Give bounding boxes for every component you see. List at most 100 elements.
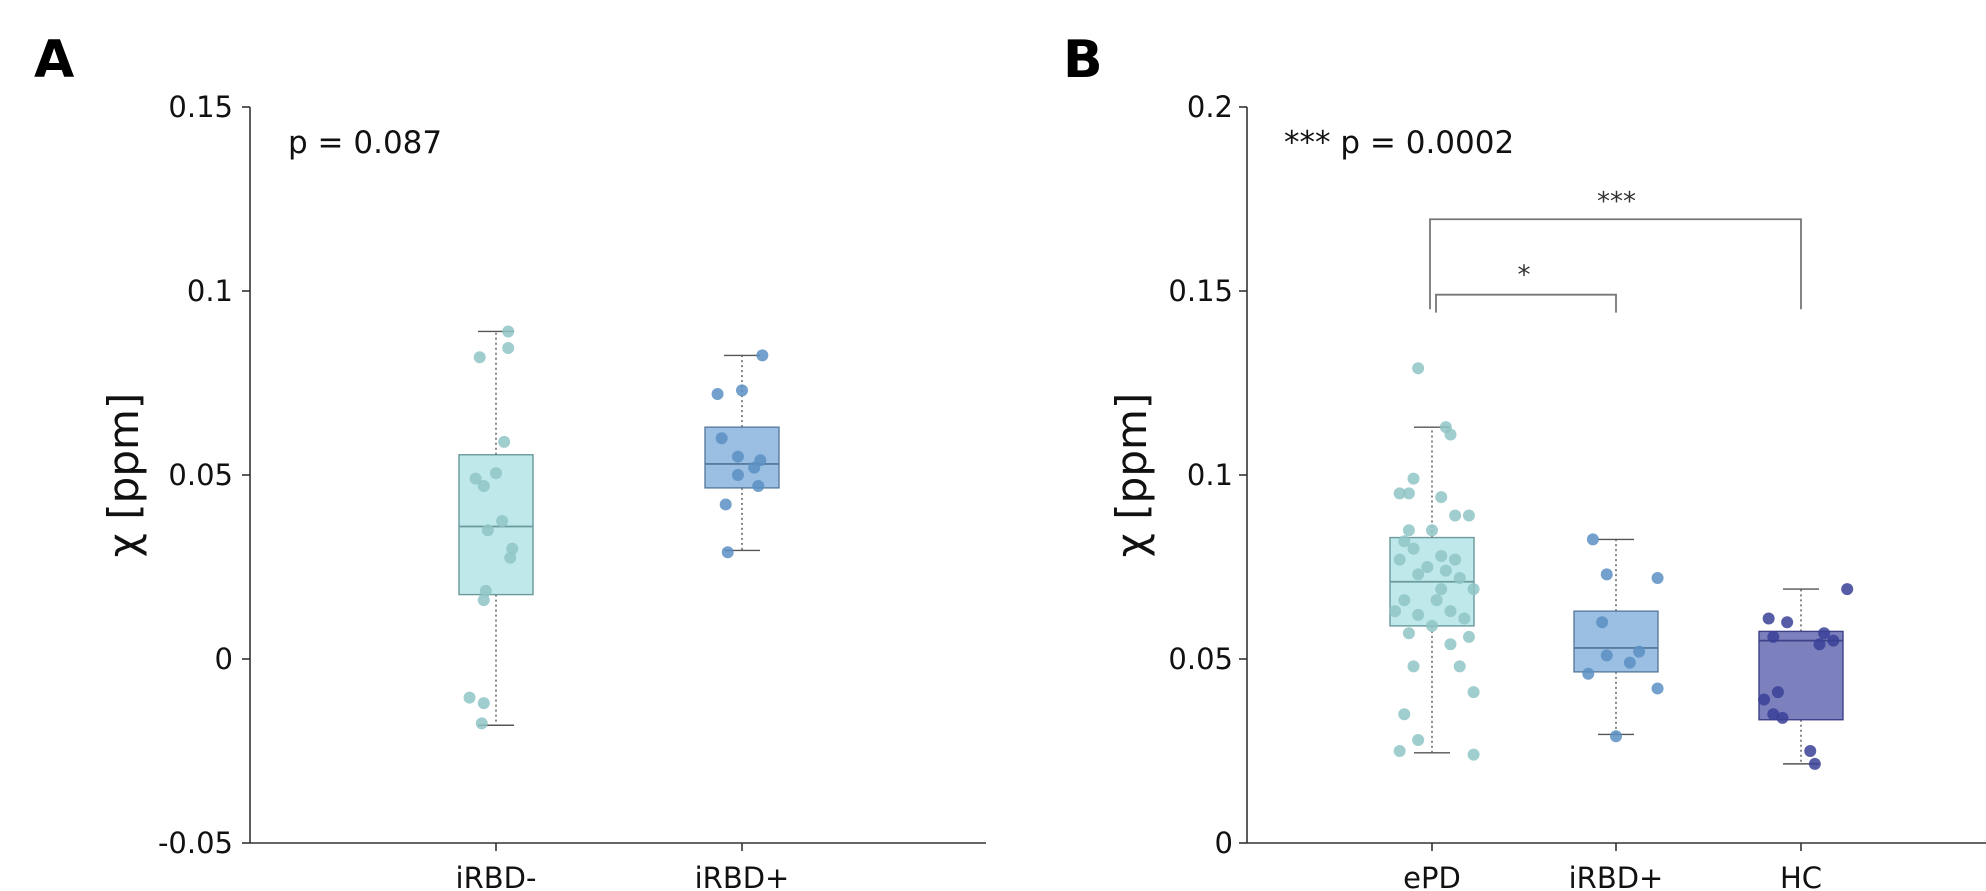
data-point (756, 349, 769, 362)
data-point (1393, 553, 1406, 566)
data-point (490, 467, 502, 480)
data-point (1467, 686, 1480, 699)
data-point (1813, 638, 1826, 651)
data-point (1407, 472, 1420, 485)
data-point (1421, 561, 1434, 573)
data-point (1818, 627, 1831, 640)
data-point (469, 472, 482, 485)
data-point (502, 325, 515, 338)
data-point (1426, 524, 1438, 537)
data-point (1435, 491, 1448, 504)
data-point (1435, 549, 1448, 562)
data-point (1449, 553, 1462, 566)
data-point (1389, 605, 1402, 618)
data-point (477, 697, 490, 710)
y-tick-label: 0.05 (1168, 642, 1233, 676)
significance-label: *** (1597, 187, 1636, 217)
data-point (1582, 667, 1595, 680)
x-tick-label: iRBD+ (1569, 861, 1664, 891)
data-point (1402, 627, 1415, 640)
data-point (1467, 583, 1480, 596)
axes-a: -0.05 0 0.05 0.1 0.15 iRBD-iRBD+ (158, 90, 986, 891)
data-point (1467, 748, 1480, 761)
data-point (1407, 542, 1420, 555)
data-point (1430, 594, 1443, 607)
data-point (1426, 619, 1438, 632)
data-point (1808, 757, 1821, 770)
data-point (1444, 638, 1457, 651)
x-tick-label: HC (1780, 861, 1822, 891)
data-point (1453, 660, 1466, 673)
data-point (721, 546, 734, 559)
data-point (1398, 535, 1411, 548)
y-tick-label: 0.15 (168, 90, 233, 124)
data-point (1453, 572, 1466, 585)
data-point (1435, 583, 1448, 596)
data-point (502, 342, 515, 355)
data-point (715, 432, 728, 445)
x-tick-label: iRBD- (456, 861, 537, 891)
x-tick-label: ePD (1403, 861, 1461, 891)
data-point (1841, 583, 1854, 596)
data-point (1449, 509, 1462, 522)
data-point (711, 388, 724, 401)
data-point (736, 384, 748, 397)
y-axis-label-b: χ [ppm] (1107, 393, 1156, 558)
data-point (1393, 745, 1406, 757)
data-point (1781, 616, 1794, 629)
data-point (1402, 524, 1415, 537)
data-point (496, 515, 509, 527)
data-point (1651, 682, 1664, 695)
data-point (1762, 612, 1775, 625)
data-point (752, 480, 765, 493)
box-HC (1758, 630, 1844, 721)
data-point (1398, 708, 1411, 721)
data-point (1600, 649, 1613, 662)
data-point (719, 498, 732, 511)
data-point (1412, 608, 1425, 621)
y-tick-label: 0 (215, 642, 233, 676)
data-point (1610, 730, 1622, 743)
data-point (1462, 509, 1475, 522)
data-point (1651, 572, 1664, 585)
panel-label-b: B (1063, 30, 1103, 90)
data-point (754, 454, 767, 467)
data-point (473, 351, 486, 364)
data-point (479, 584, 492, 597)
significance-bracket (1435, 293, 1617, 313)
data-point (463, 691, 476, 704)
y-tick-label: 0.1 (1187, 458, 1233, 492)
data-point (1458, 612, 1471, 625)
p-value-annotation-a: p = 0.087 (288, 125, 442, 161)
y-tick-label: 0 (1215, 826, 1233, 860)
data-point (731, 450, 744, 463)
data-point (1623, 656, 1636, 669)
y-tick-label: 0.15 (1168, 274, 1233, 308)
significance-bracket (1429, 218, 1802, 310)
data-point (477, 594, 490, 607)
y-tick-label: 0.2 (1187, 90, 1233, 124)
data-point (1596, 616, 1609, 629)
box-iRBD+ (1573, 610, 1659, 673)
data-point (477, 480, 490, 493)
data-point (1412, 733, 1425, 746)
y-tick-label: -0.05 (158, 826, 233, 860)
panel-a: A -0.05 0 0.05 0.1 0.15 iRBD-iRBD+ χ [ppm] p … (34, 30, 986, 891)
data-point (1439, 564, 1452, 577)
data-point (1767, 630, 1780, 643)
panel-label-a: A (34, 30, 74, 90)
data-point (1600, 568, 1613, 581)
data-point (1586, 533, 1599, 546)
data-point (1776, 711, 1789, 724)
data-point (475, 717, 488, 730)
data-point (498, 435, 511, 448)
y-tick-label: 0.05 (168, 458, 233, 492)
data-point (1412, 568, 1425, 581)
data-point (1444, 605, 1457, 618)
significance-label: * (1518, 260, 1531, 290)
data-point (1393, 487, 1406, 500)
y-axis-label-a: χ [ppm] (99, 393, 148, 558)
data-point (504, 551, 517, 564)
